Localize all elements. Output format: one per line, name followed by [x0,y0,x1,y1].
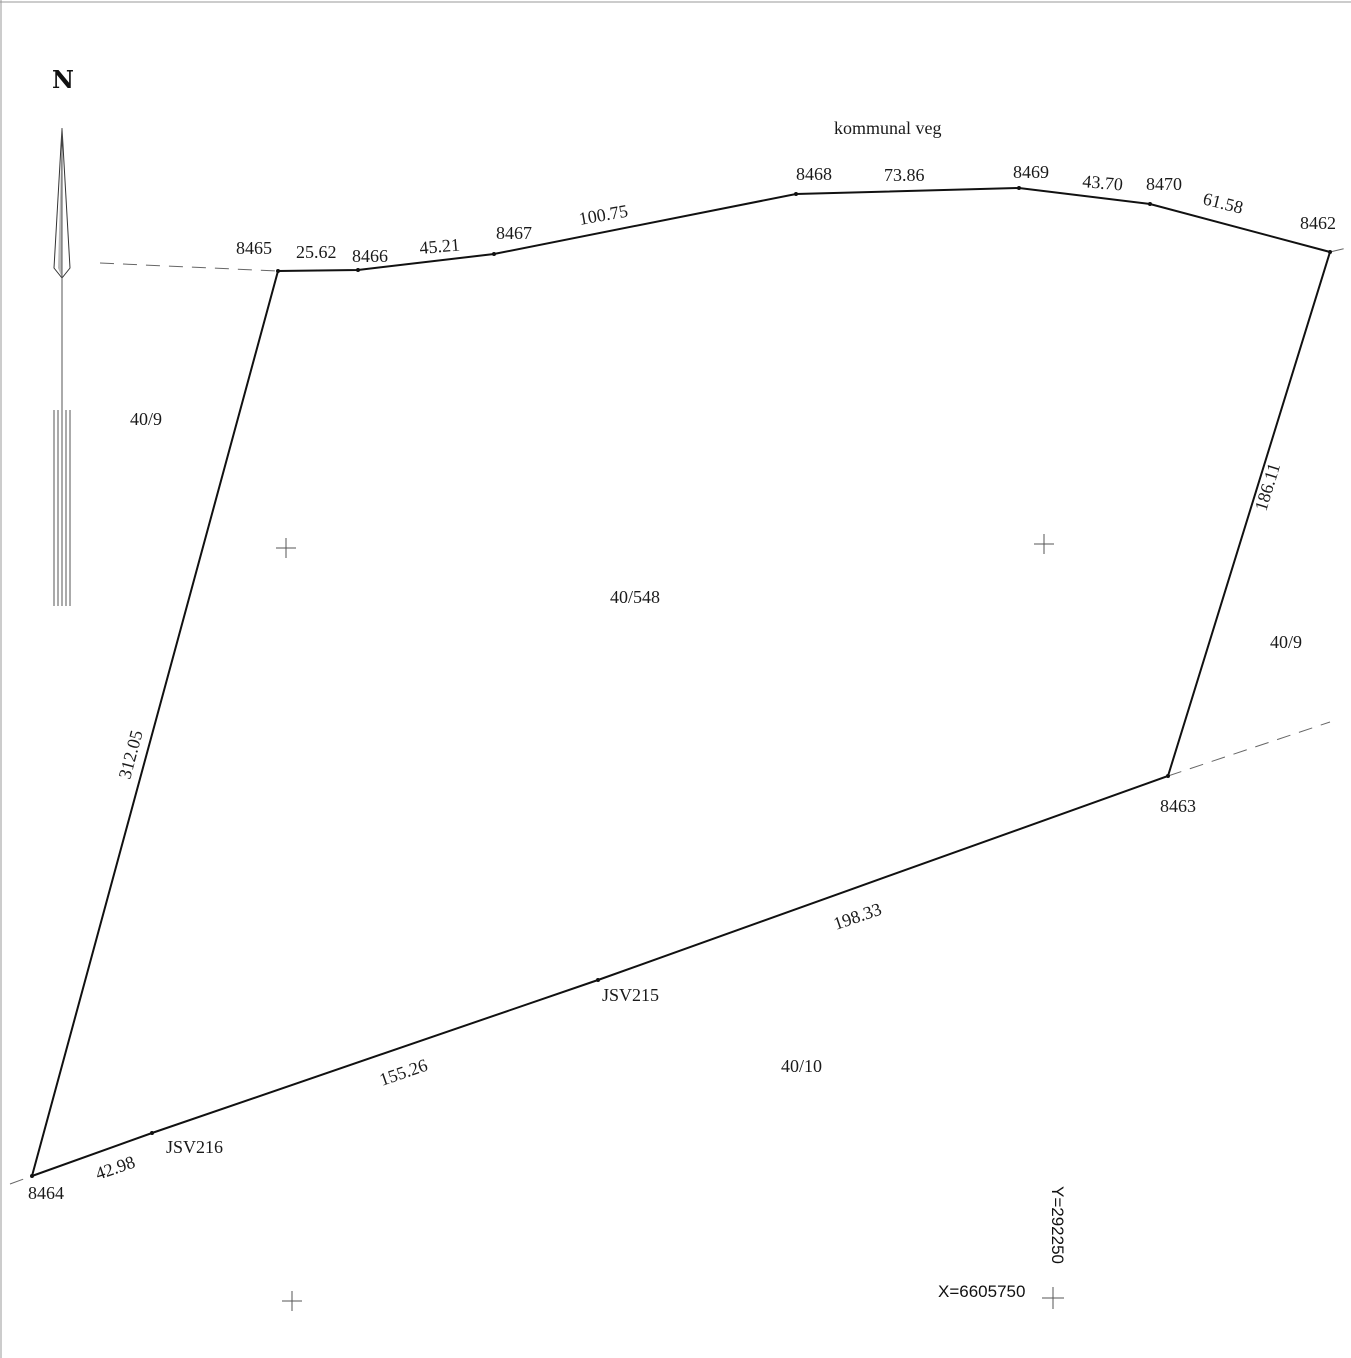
grid-cross-icon [276,538,296,558]
y-coordinate-label: Y=292250 [1048,1186,1067,1264]
point-label-8464: 8464 [28,1183,64,1203]
boundary-point-markers [30,186,1332,1178]
boundary-extension-southeast [1167,721,1331,777]
north-arrow-icon [53,127,71,606]
point-marker [596,978,600,982]
point-label-8467: 8467 [496,223,532,243]
point-marker [1148,202,1152,206]
distance-label: 43.70 [1082,171,1124,194]
point-marker [150,1131,154,1135]
point-label-8469: 8469 [1013,162,1049,182]
boundary-extension-east [1329,246,1351,253]
point-label-8466: 8466 [352,246,388,266]
x-coordinate-label: X=6605750 [938,1282,1025,1301]
point-label-8463: 8463 [1160,796,1196,816]
point-marker [1328,250,1332,254]
parcel-label-east: 40/9 [1270,632,1302,652]
point-marker [1017,186,1021,190]
parcel-label-main: 40/548 [610,587,660,607]
boundary-extension-southwest [9,1175,33,1185]
point-marker [276,269,280,273]
distance-label: 198.33 [831,899,884,934]
parcel-label-west: 40/9 [130,409,162,429]
distance-label: 25.62 [296,242,337,262]
distance-label: 100.75 [577,201,629,229]
parcel-boundary [31,186,1332,1177]
distance-label: 61.58 [1201,188,1245,217]
north-label: N [52,65,74,94]
distance-label: 45.21 [419,235,461,258]
road-label: kommunal veg [834,118,941,138]
point-marker [492,252,496,256]
point-label-8468: 8468 [796,164,832,184]
point-label-8462: 8462 [1300,213,1336,233]
point-marker [356,268,360,272]
point-label-jsv215: JSV215 [602,985,659,1005]
point-marker [794,192,798,196]
grid-crosses [276,534,1064,1311]
distance-label: 155.26 [377,1055,430,1090]
distance-label: 42.98 [93,1152,138,1184]
grid-cross-icon [1034,534,1054,554]
distance-label: 73.86 [884,165,925,185]
boundary-extension-west [99,262,279,272]
distance-label: 186.11 [1251,461,1284,514]
point-marker [30,1174,34,1178]
point-label-jsv216: JSV216 [166,1137,223,1157]
grid-cross-icon [1042,1287,1064,1309]
grid-cross-icon [282,1291,302,1311]
point-marker [1166,774,1170,778]
point-label-8465: 8465 [236,238,272,258]
parcel-label-south: 40/10 [781,1056,822,1076]
point-label-8470: 8470 [1146,174,1182,194]
